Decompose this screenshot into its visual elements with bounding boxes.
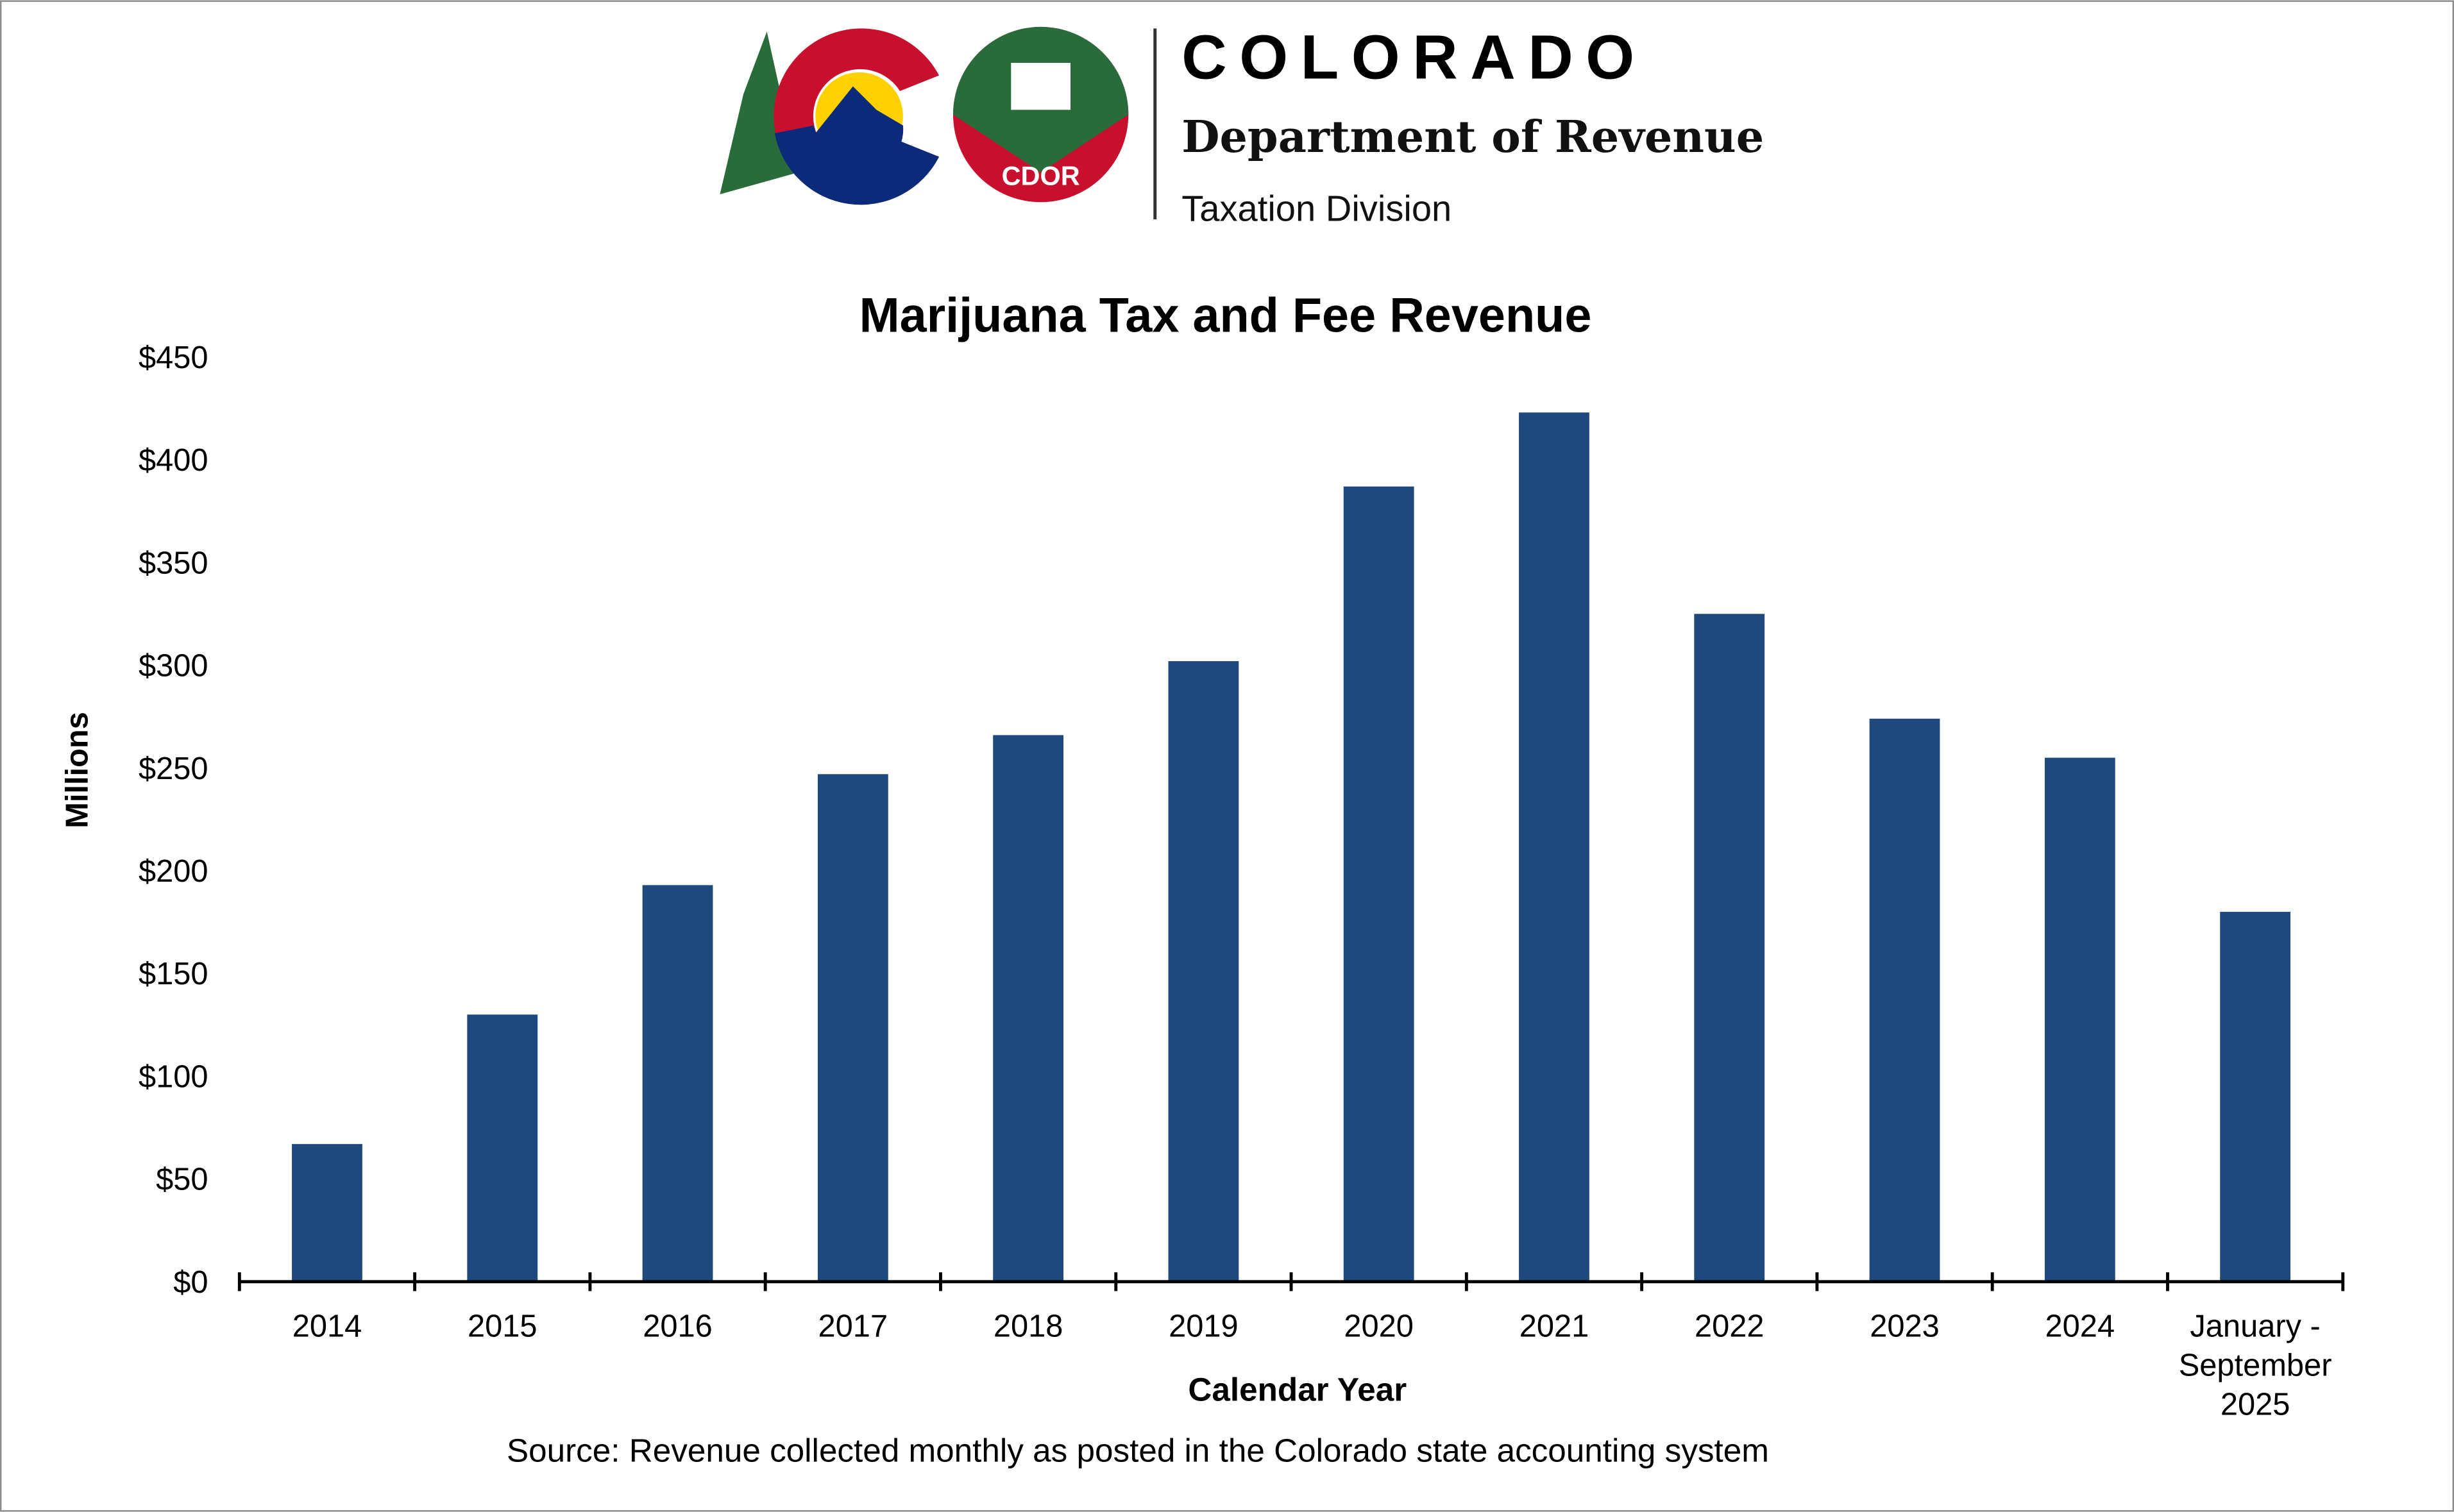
bar-2019 [1168,661,1239,1282]
svg-text:CDOR: CDOR [1002,160,1080,190]
logo-department: Department of Revenue [1181,112,1764,163]
y-tick-label: $250 [139,752,208,786]
x-tick-label: 2021 [1519,1309,1589,1343]
y-tick-label: $0 [173,1265,208,1300]
x-tick-label: 2017 [818,1309,888,1343]
x-tick-label: 2023 [1870,1309,1940,1343]
bar-2020 [1343,486,1414,1282]
y-tick-label: $200 [139,854,208,889]
bar-2017 [817,774,888,1282]
y-tick-label: $50 [156,1163,208,1197]
colorado-logo: CDOR COLORADO Department of Revenue Taxa… [720,22,1764,229]
x-tick-label: 2020 [1344,1309,1414,1343]
y-tick-label: $150 [139,957,208,991]
chart-title: Marijuana Tax and Fee Revenue [859,289,1592,343]
bar-2014 [292,1144,362,1282]
bar-2023 [1869,718,1940,1282]
tree-icon [720,31,799,195]
x-axis-label: Calendar Year [1188,1371,1407,1407]
bar-2018 [993,735,1064,1282]
logo-wordmark: COLORADO [1181,22,1646,92]
y-tick-label: $350 [139,546,208,580]
y-tick-label: $100 [139,1059,208,1094]
x-tick-label: 2018 [994,1309,1063,1343]
logo-division: Taxation Division [1181,189,1451,229]
y-tick-label: $300 [139,649,208,684]
x-tick-label: 2014 [292,1309,362,1343]
x-tick-label: 2025 [2221,1387,2290,1422]
bar-2022 [1694,614,1765,1282]
x-tick-label: 2015 [468,1309,537,1343]
x-tick-label: January - [2190,1309,2320,1343]
x-tick-label: 2024 [2045,1309,2115,1343]
x-tick-label: September [2179,1348,2332,1382]
bar-january-september-2025 [2220,912,2291,1282]
x-tick-label: 2016 [643,1309,713,1343]
bar-2016 [642,885,713,1282]
y-axis-label: Millions [60,712,95,828]
y-tick-label: $450 [139,340,208,375]
x-tick-label: 2022 [1695,1309,1764,1343]
bar-2024 [2044,757,2115,1282]
source-note: Source: Revenue collected monthly as pos… [507,1432,1769,1468]
bar-2015 [467,1014,538,1282]
bar-2021 [1519,412,1589,1282]
y-tick-label: $400 [139,443,208,478]
x-tick-label: 2019 [1169,1309,1239,1343]
